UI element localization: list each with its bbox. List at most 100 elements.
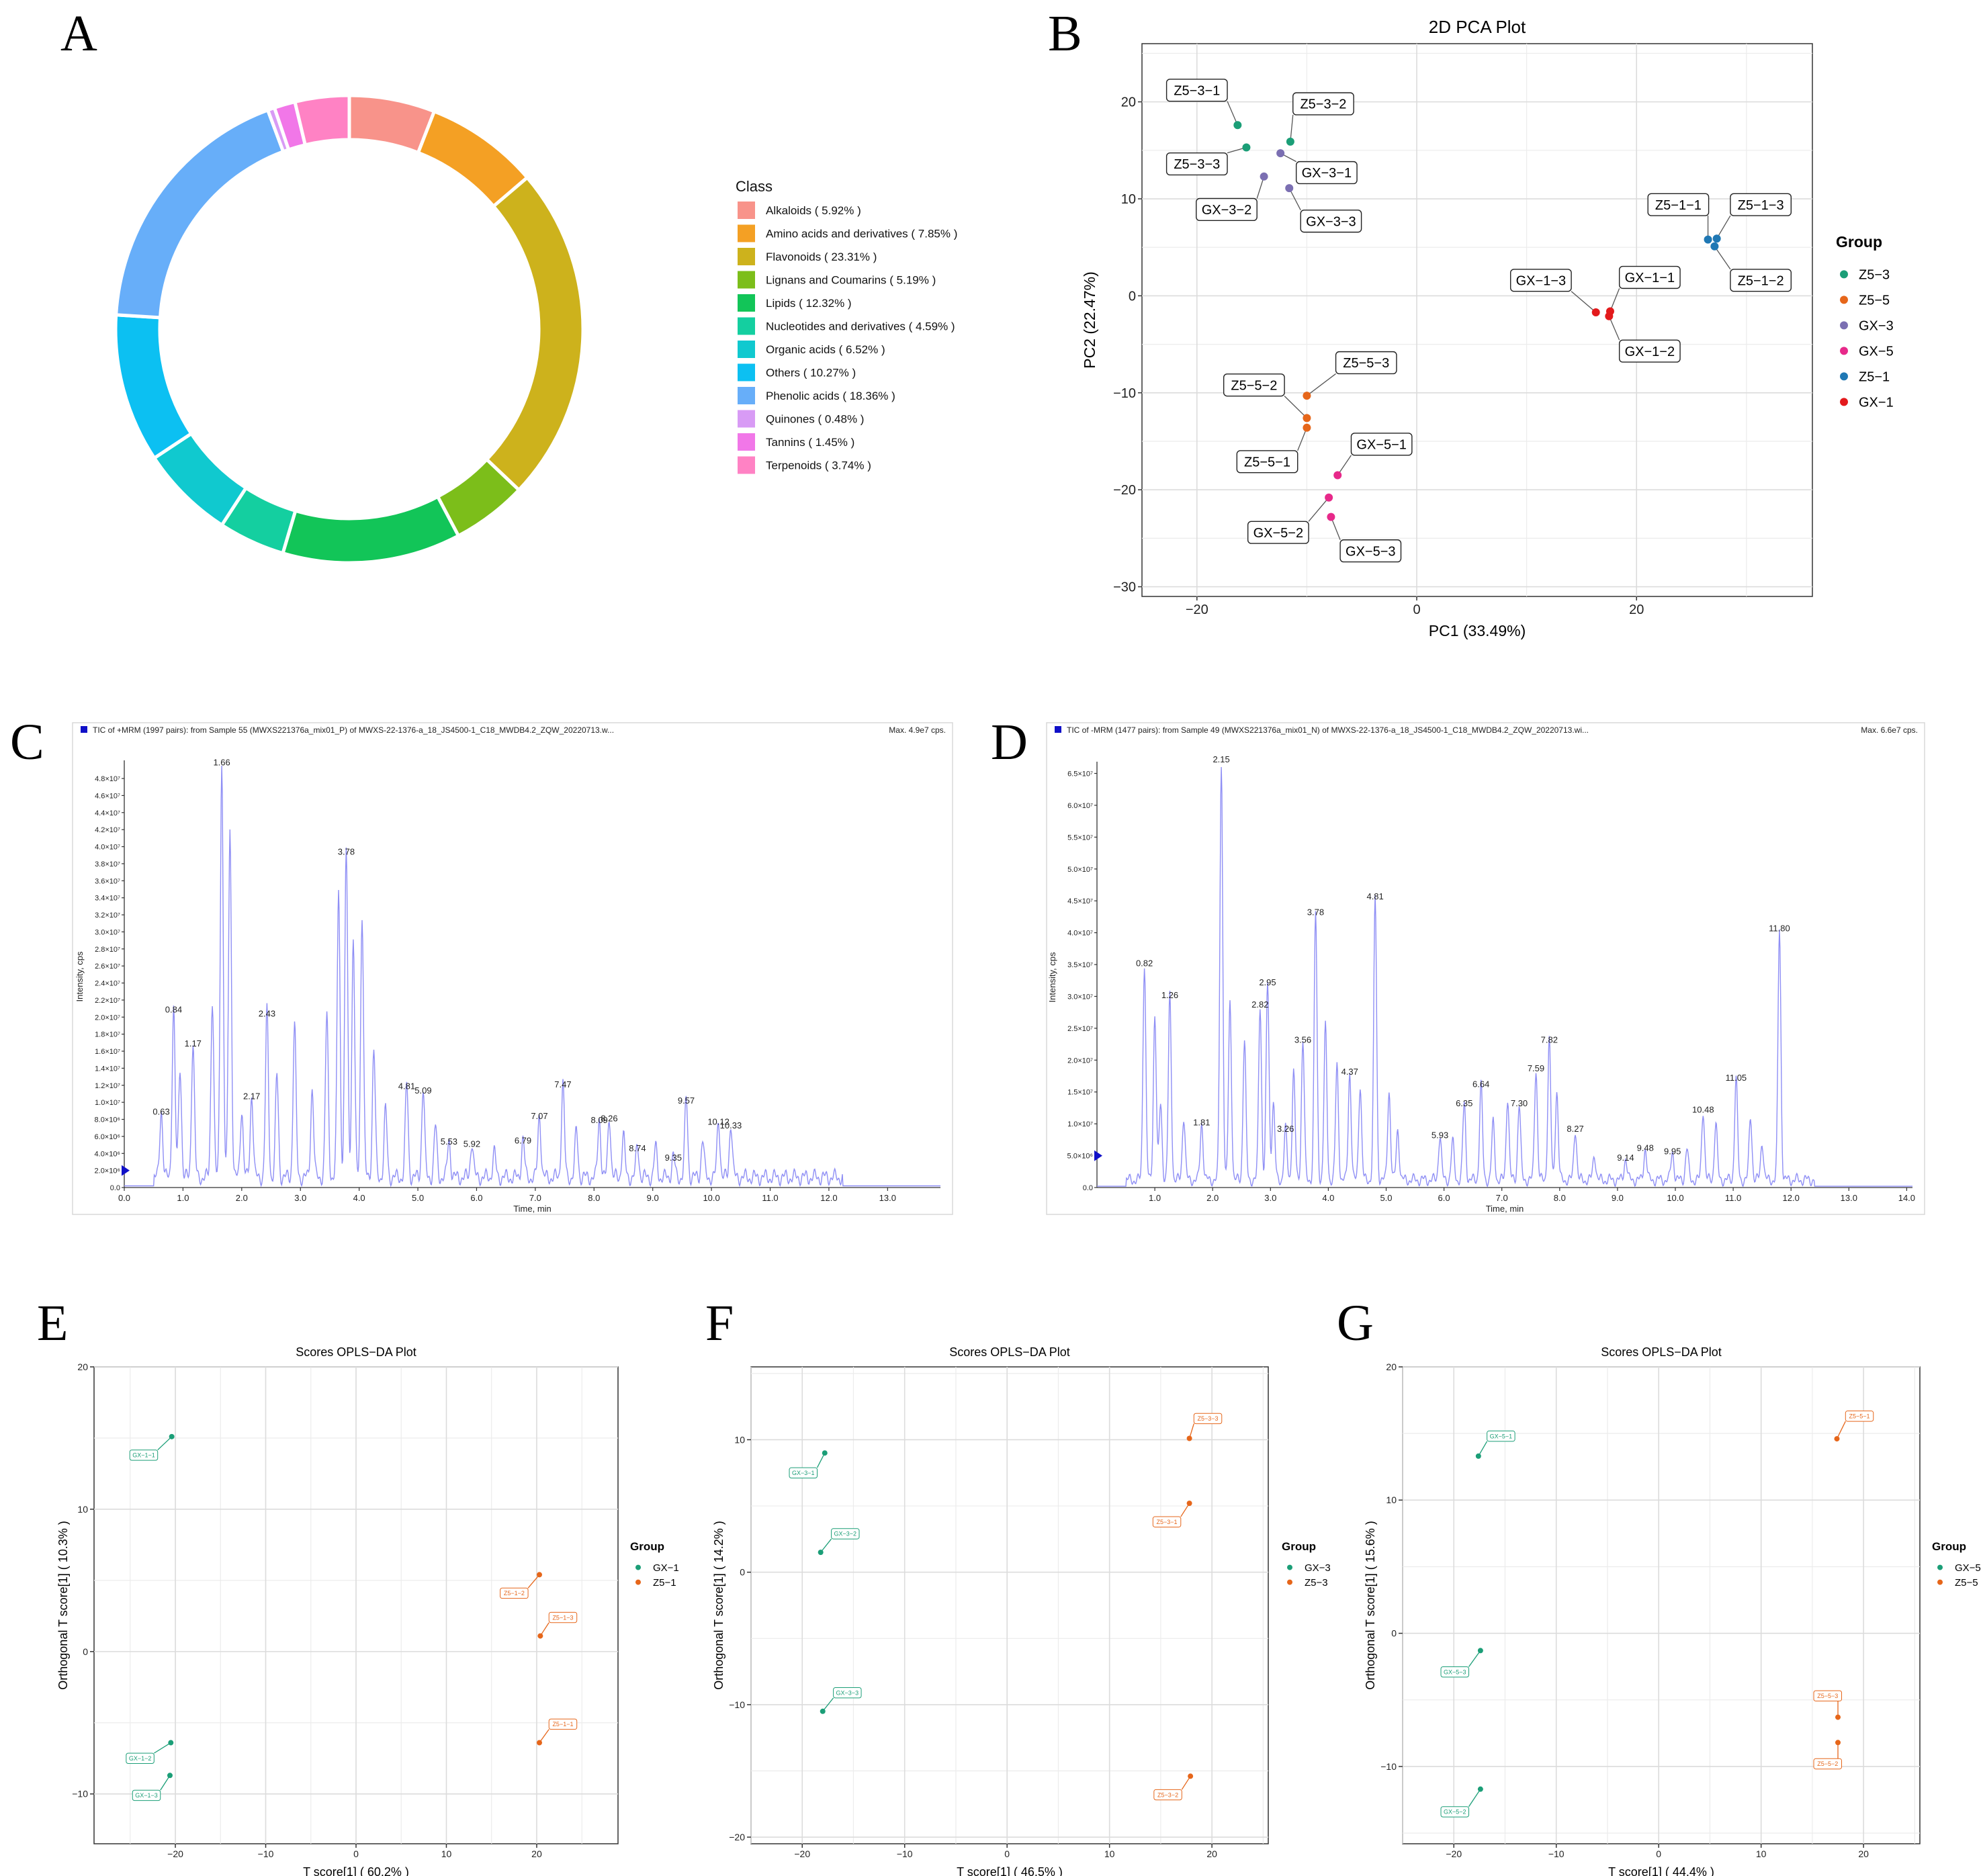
- point-label: GX−3−3: [836, 1689, 859, 1696]
- legend-key: [1840, 270, 1848, 279]
- tic-trace: [124, 765, 940, 1188]
- panel-label-d: D: [991, 714, 1028, 770]
- point-label: GX−1−2: [1625, 345, 1675, 359]
- x-tick-label: 11.0: [762, 1193, 778, 1203]
- plot-title: Scores OPLS−DA Plot: [1601, 1345, 1722, 1359]
- y-tick-label: 1.2×10⁷: [95, 1082, 120, 1090]
- y-tick-label: 0.0: [1083, 1184, 1093, 1192]
- data-point: [1333, 471, 1342, 480]
- x-tick-label: 4.0: [1322, 1193, 1334, 1203]
- legend-label: GX−3: [1305, 1562, 1331, 1574]
- x-tick-label: −20: [167, 1848, 183, 1859]
- y-tick-label: 20: [1386, 1361, 1397, 1372]
- data-point: [168, 1740, 174, 1746]
- y-tick-label: 0: [1391, 1628, 1397, 1639]
- peak-label: 9.14: [1617, 1153, 1634, 1163]
- peak-label: 1.81: [1193, 1118, 1210, 1128]
- opls-plot-f: −20 −10 0 10 20 −20 −10 0 10 Scores OPLS−DA Plot T…: [712, 1345, 1331, 1876]
- panel-label-g: G: [1337, 1295, 1374, 1351]
- label-box: [500, 1587, 529, 1599]
- x-tick-label: −20: [1186, 602, 1208, 617]
- legend-label: Phenolic acids ( 18.36% ): [766, 390, 895, 402]
- y-tick-label: 2.0×10⁷: [1067, 1057, 1093, 1065]
- peak-label: 1.66: [213, 757, 230, 767]
- peak-label: 2.15: [1213, 754, 1229, 764]
- point-label: Z5−1−3: [1738, 198, 1784, 213]
- y-tick-label: 4.0×10⁷: [95, 844, 120, 852]
- donut-chart-a: Class Alkaloids ( 5.92% ) Amino acids and …: [114, 93, 957, 565]
- legend-label: Others ( 10.27% ): [766, 367, 856, 379]
- x-tick-label: 1.0: [1149, 1193, 1161, 1203]
- label-leader: [1571, 291, 1597, 313]
- legend-label: Lignans and Coumarins ( 5.19% ): [766, 274, 936, 287]
- y-tick-label: −10: [72, 1789, 88, 1799]
- data-point: [1276, 149, 1285, 158]
- y-tick-label: 4.6×10⁷: [95, 792, 120, 800]
- label-box: [1813, 1758, 1843, 1770]
- legend-label: Amino acids and derivatives ( 7.85% ): [766, 228, 957, 240]
- opls-plot-g: −20 −10 0 10 20 −10 0 10 20 Scores OPLS−DA Plot T …: [1364, 1345, 1981, 1876]
- data-point: [1712, 234, 1721, 243]
- y-tick-label: 2.2×10⁷: [95, 997, 120, 1005]
- legend-swatch: [738, 202, 755, 219]
- label-leader: [153, 1742, 171, 1754]
- x-axis-title: T score[1] ( 44.4% ): [1608, 1865, 1714, 1876]
- legend-label: GX−1: [1859, 396, 1894, 410]
- y-tick-label: 10: [1121, 192, 1136, 207]
- peak-label: 2.17: [243, 1091, 260, 1102]
- peak-label: 7.30: [1511, 1098, 1528, 1108]
- label-box: [1845, 1411, 1874, 1422]
- data-point: [1186, 1435, 1192, 1441]
- x-tick-label: 3.0: [1264, 1193, 1276, 1203]
- x-tick-label: −20: [794, 1848, 810, 1859]
- label-box: [1339, 539, 1402, 563]
- y-tick-label: 2.5×10⁷: [1067, 1025, 1093, 1033]
- data-point: [1477, 1786, 1483, 1792]
- legend-label: Z5−1: [1859, 370, 1890, 385]
- peak-label: 4.81: [1366, 891, 1383, 901]
- point-label: Z5−1−2: [504, 1590, 525, 1597]
- plot-title: Scores OPLS−DA Plot: [296, 1345, 416, 1359]
- y-tick-label: 3.8×10⁷: [95, 860, 120, 868]
- legend-key: [1840, 296, 1848, 304]
- label-leader: [1227, 101, 1238, 126]
- label-box: [831, 1528, 860, 1539]
- data-point: [1475, 1453, 1481, 1459]
- label-leader: [1308, 497, 1329, 522]
- data-point: [1303, 392, 1311, 400]
- chrom-max: Max. 6.6e7 cps.: [1861, 725, 1918, 735]
- peak-label: 1.17: [185, 1038, 202, 1048]
- label-leader: [1608, 316, 1620, 341]
- data-point: [1605, 312, 1614, 320]
- x-tick-label: 10.0: [1667, 1193, 1683, 1203]
- label-box: [1618, 265, 1681, 289]
- legend-key: [1287, 1579, 1292, 1585]
- label-box: [1165, 79, 1228, 102]
- point-label: Z5−5−2: [1231, 378, 1277, 393]
- data-point: [1325, 493, 1333, 502]
- panel-label-f: F: [705, 1295, 734, 1351]
- legend-label: Z5−3: [1305, 1577, 1328, 1589]
- label-box: [1730, 269, 1792, 292]
- y-tick-label: 1.0×10⁷: [95, 1099, 120, 1107]
- peak-label: 0.84: [165, 1004, 182, 1014]
- peak-label: 2.82: [1251, 999, 1268, 1010]
- chrom-frame: [72, 722, 953, 1215]
- chrom-header: TIC of +MRM (1997 pairs): from Sample 55…: [93, 725, 614, 735]
- legend-title: Class: [736, 178, 773, 195]
- legend-swatch: [738, 248, 755, 265]
- chrom-frame: [1046, 722, 1925, 1215]
- peak-label: 6.64: [1472, 1079, 1489, 1089]
- x-tick-label: 8.0: [1554, 1193, 1566, 1203]
- label-box: [1647, 193, 1710, 216]
- label-leader: [157, 1436, 173, 1451]
- y-tick-label: 5.0×10⁶: [1067, 1153, 1093, 1161]
- legend-swatch: [738, 410, 755, 428]
- y-tick-label: −10: [1113, 386, 1136, 401]
- label-leader: [1290, 114, 1294, 142]
- x-tick-label: 0: [353, 1848, 359, 1859]
- y-tick-label: 4.5×10⁷: [1067, 897, 1093, 905]
- x-axis-title: PC1 (33.49%): [1429, 622, 1526, 639]
- label-box: [548, 1611, 578, 1623]
- opls-plot-e: −20 −10 0 10 20 −10 0 10 20 Scores OPLS−DA Plot T …: [56, 1345, 679, 1876]
